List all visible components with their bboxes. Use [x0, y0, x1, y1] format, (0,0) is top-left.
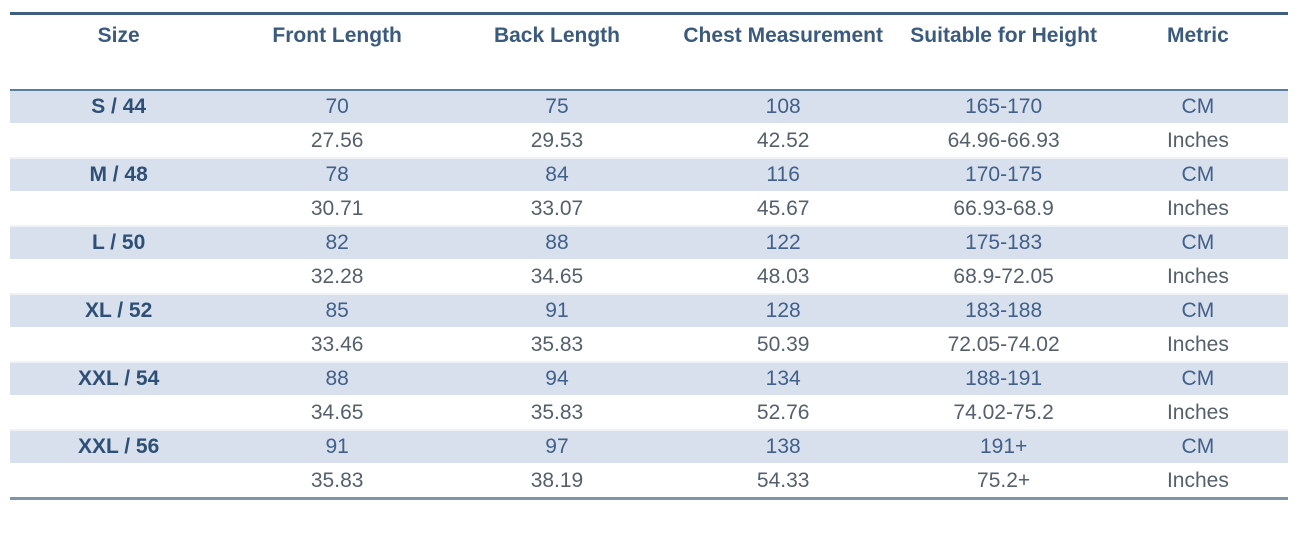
value-cell: 74.02-75.2 [899, 396, 1108, 431]
value-cell: 50.39 [666, 328, 900, 363]
value-cell: 66.93-68.9 [899, 192, 1108, 227]
size-cell: XXL / 56 [10, 429, 228, 465]
value-cell: 94 [447, 361, 667, 397]
value-cell: 72.05-74.02 [899, 328, 1108, 363]
table-row: XL / 52 85 91 128 183-188 CM [10, 293, 1288, 329]
metric-cell: CM [1107, 157, 1288, 193]
table-row: 30.71 33.07 45.67 66.93-68.9 Inches [10, 192, 1288, 227]
metric-cell: Inches [1107, 396, 1288, 431]
value-cell: 188-191 [899, 361, 1108, 397]
size-chart-body: S / 44 70 75 108 165-170 CM 27.56 29.53 42.52 64.… [10, 89, 1288, 500]
value-cell: 64.96-66.93 [899, 124, 1108, 159]
size-chart-container: Size Front Length Back Length Chest Meas… [10, 12, 1288, 500]
value-cell: 52.76 [666, 396, 900, 431]
value-cell: 70 [227, 89, 448, 125]
value-cell: 138 [666, 429, 900, 465]
value-cell: 75.2+ [899, 464, 1108, 500]
header-row: Size Front Length Back Length Chest Meas… [10, 13, 1288, 91]
table-row: 27.56 29.53 42.52 64.96-66.93 Inches [10, 124, 1288, 159]
table-row: 33.46 35.83 50.39 72.05-74.02 Inches [10, 328, 1288, 363]
value-cell: 134 [666, 361, 900, 397]
size-cell: L / 50 [10, 225, 228, 261]
value-cell: 30.71 [227, 192, 448, 227]
metric-cell: Inches [1107, 464, 1288, 500]
size-cell [10, 396, 228, 431]
table-row: S / 44 70 75 108 165-170 CM [10, 89, 1288, 125]
column-header-suitable-height: Suitable for Height [899, 13, 1108, 91]
value-cell: 165-170 [899, 89, 1108, 125]
column-header-front-length: Front Length [227, 13, 448, 91]
table-row: 32.28 34.65 48.03 68.9-72.05 Inches [10, 260, 1288, 295]
value-cell: 34.65 [227, 396, 448, 431]
value-cell: 33.07 [447, 192, 667, 227]
value-cell: 75 [447, 89, 667, 125]
value-cell: 84 [447, 157, 667, 193]
column-header-back-length: Back Length [447, 13, 667, 91]
metric-cell: CM [1107, 429, 1288, 465]
value-cell: 183-188 [899, 293, 1108, 329]
size-cell [10, 260, 228, 295]
value-cell: 54.33 [666, 464, 900, 500]
value-cell: 85 [227, 293, 448, 329]
value-cell: 88 [447, 225, 667, 261]
table-row: 35.83 38.19 54.33 75.2+ Inches [10, 464, 1288, 500]
size-cell: XL / 52 [10, 293, 228, 329]
metric-cell: Inches [1107, 124, 1288, 159]
value-cell: 78 [227, 157, 448, 193]
value-cell: 35.83 [447, 328, 667, 363]
size-cell: XXL / 54 [10, 361, 228, 397]
table-row: 34.65 35.83 52.76 74.02-75.2 Inches [10, 396, 1288, 431]
metric-cell: Inches [1107, 328, 1288, 363]
table-row: M / 48 78 84 116 170-175 CM [10, 157, 1288, 193]
value-cell: 170-175 [899, 157, 1108, 193]
value-cell: 128 [666, 293, 900, 329]
size-cell: S / 44 [10, 89, 228, 125]
value-cell: 42.52 [666, 124, 900, 159]
value-cell: 91 [447, 293, 667, 329]
table-row: XXL / 54 88 94 134 188-191 CM [10, 361, 1288, 397]
metric-cell: Inches [1107, 260, 1288, 295]
value-cell: 48.03 [666, 260, 900, 295]
size-chart-table: Size Front Length Back Length Chest Meas… [10, 12, 1288, 500]
size-cell [10, 328, 228, 363]
value-cell: 34.65 [447, 260, 667, 295]
value-cell: 82 [227, 225, 448, 261]
metric-cell: CM [1107, 225, 1288, 261]
column-header-chest-measurement: Chest Measurement [666, 13, 900, 91]
metric-cell: CM [1107, 89, 1288, 125]
value-cell: 88 [227, 361, 448, 397]
value-cell: 108 [666, 89, 900, 125]
value-cell: 29.53 [447, 124, 667, 159]
value-cell: 97 [447, 429, 667, 465]
value-cell: 191+ [899, 429, 1108, 465]
column-header-size: Size [10, 13, 228, 91]
column-header-metric: Metric [1107, 13, 1288, 91]
size-cell [10, 124, 228, 159]
value-cell: 35.83 [227, 464, 448, 500]
value-cell: 91 [227, 429, 448, 465]
size-cell: M / 48 [10, 157, 228, 193]
metric-cell: CM [1107, 361, 1288, 397]
size-cell [10, 192, 228, 227]
metric-cell: CM [1107, 293, 1288, 329]
value-cell: 33.46 [227, 328, 448, 363]
value-cell: 38.19 [447, 464, 667, 500]
value-cell: 27.56 [227, 124, 448, 159]
value-cell: 175-183 [899, 225, 1108, 261]
value-cell: 35.83 [447, 396, 667, 431]
value-cell: 32.28 [227, 260, 448, 295]
table-row: XXL / 56 91 97 138 191+ CM [10, 429, 1288, 465]
size-cell [10, 464, 228, 500]
value-cell: 116 [666, 157, 900, 193]
table-row: L / 50 82 88 122 175-183 CM [10, 225, 1288, 261]
value-cell: 45.67 [666, 192, 900, 227]
metric-cell: Inches [1107, 192, 1288, 227]
value-cell: 68.9-72.05 [899, 260, 1108, 295]
value-cell: 122 [666, 225, 900, 261]
